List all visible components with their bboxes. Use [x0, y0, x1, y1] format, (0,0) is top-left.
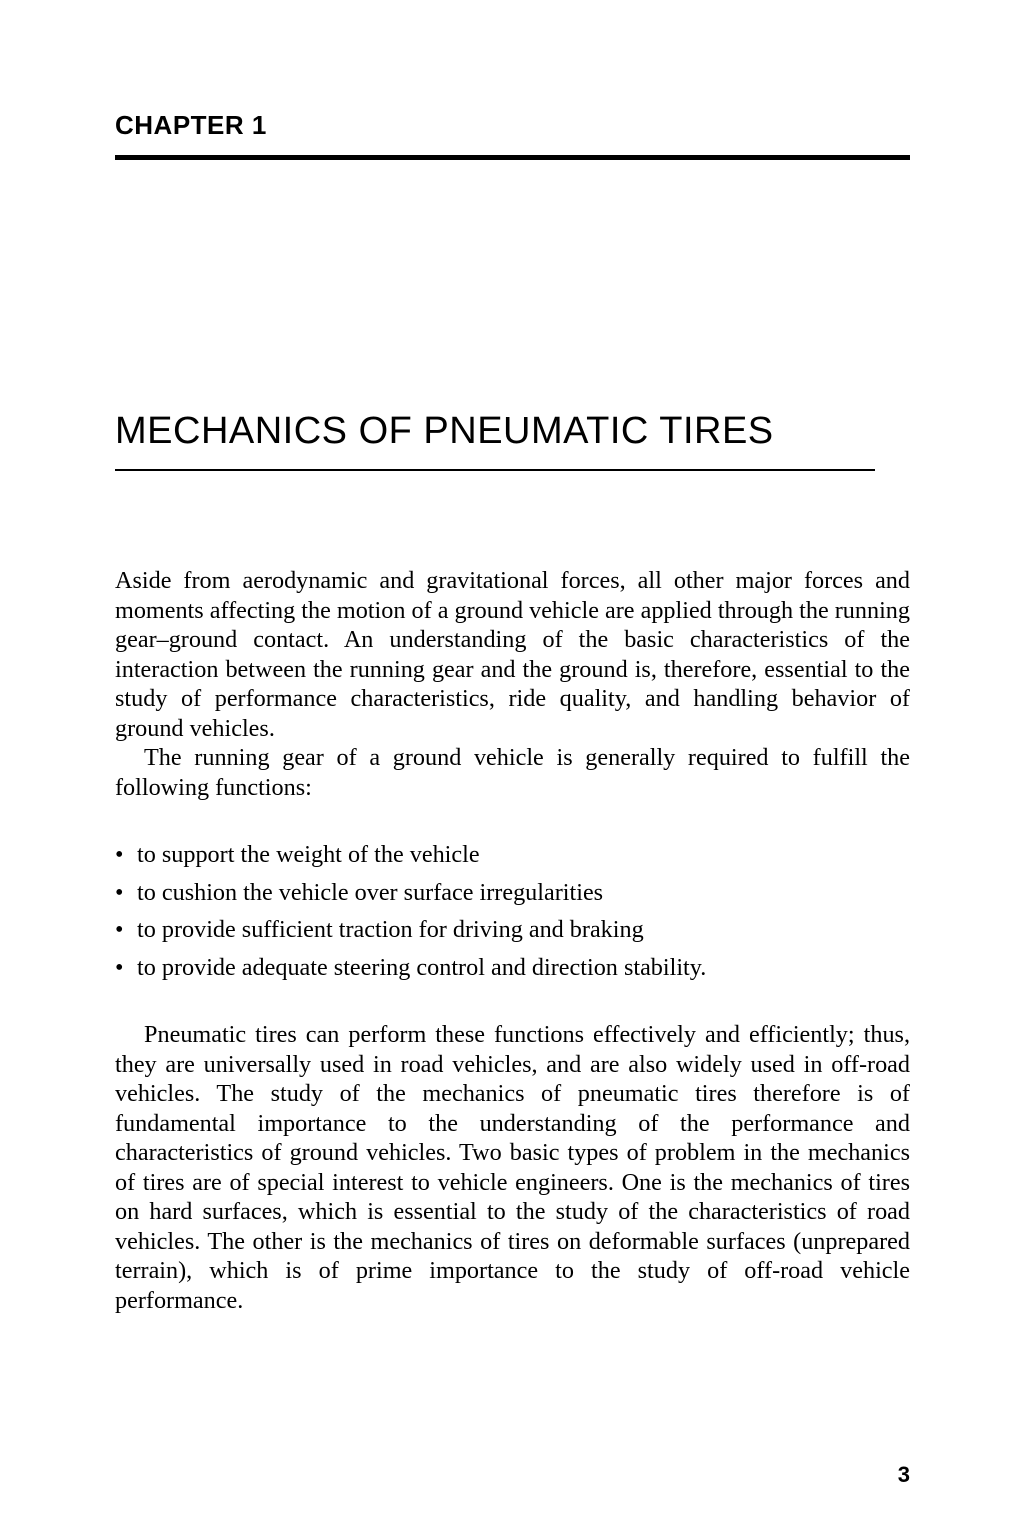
list-item: to provide sufficient traction for drivi… — [115, 911, 910, 949]
title-block: MECHANICS OF PNEUMATIC TIRES — [115, 410, 910, 471]
page-number: 3 — [898, 1462, 910, 1488]
paragraph: The running gear of a ground vehicle is … — [115, 743, 910, 802]
functions-list: to support the weight of the vehicle to … — [115, 836, 910, 986]
body-text: Pneumatic tires can perform these functi… — [115, 1020, 910, 1315]
list-item: to support the weight of the vehicle — [115, 836, 910, 874]
chapter-rule-thin — [115, 469, 875, 471]
chapter-title: MECHANICS OF PNEUMATIC TIRES — [115, 410, 910, 453]
page: CHAPTER 1 MECHANICS OF PNEUMATIC TIRES A… — [0, 0, 1020, 1540]
paragraph: Aside from aerodynamic and gravitational… — [115, 566, 910, 743]
chapter-label: CHAPTER 1 — [115, 110, 910, 141]
list-item: to provide adequate steering control and… — [115, 949, 910, 987]
list-item: to cushion the vehicle over surface irre… — [115, 874, 910, 912]
paragraph: Pneumatic tires can perform these functi… — [115, 1020, 910, 1315]
body-text: Aside from aerodynamic and gravitational… — [115, 566, 910, 802]
chapter-rule-thick — [115, 155, 910, 160]
